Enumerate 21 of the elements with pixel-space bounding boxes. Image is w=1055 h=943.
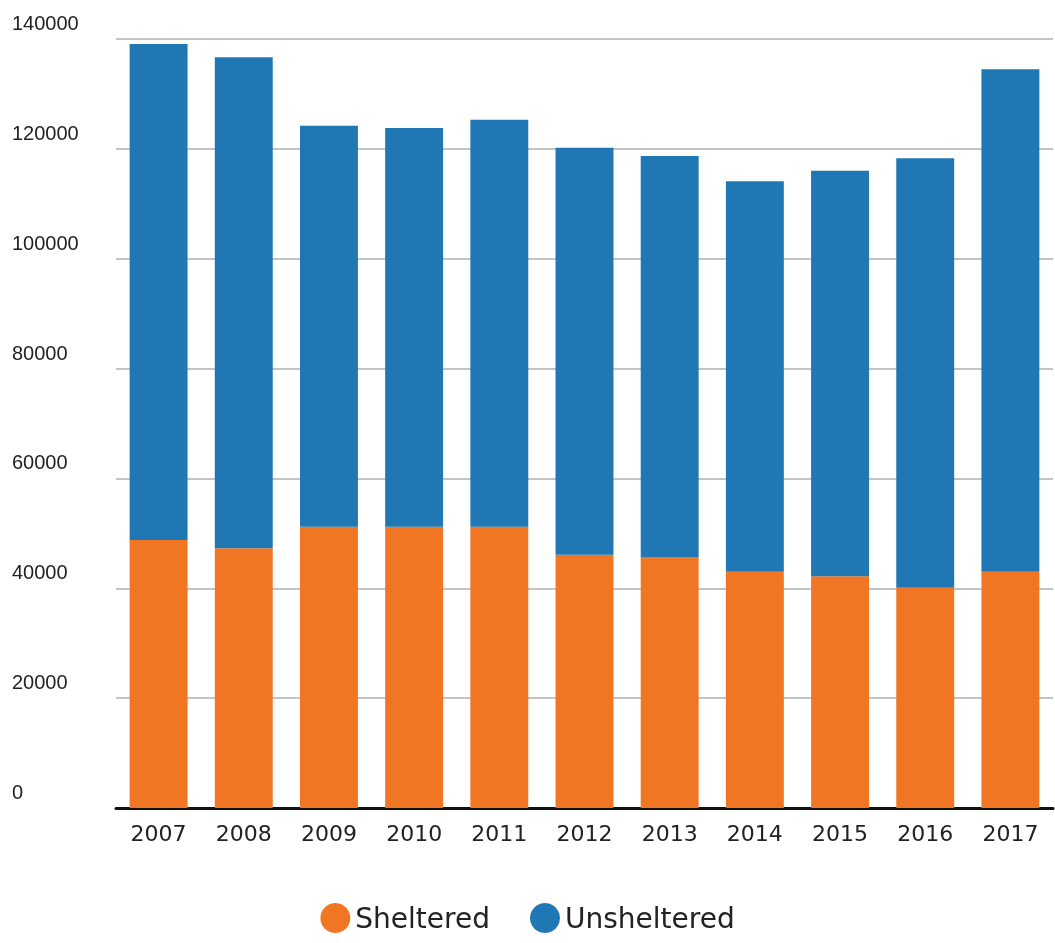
y-tick-label: 40000 [12,561,68,584]
legend-label: Sheltered [355,901,490,935]
x-tick-label: 2010 [386,820,443,846]
y-tick-label: 120000 [12,121,79,144]
y-tick-label: 140000 [12,12,79,34]
legend-label: Unsheltered [564,901,735,935]
y-tick-label: 80000 [12,341,68,364]
x-tick-label: 2009 [300,820,357,846]
x-tick-label: 2017 [982,820,1039,846]
x-tick-label: 2011 [471,820,528,846]
x-tick-label: 2014 [726,820,783,846]
x-tick-label: 2016 [897,820,954,846]
y-tick-label: 100000 [12,231,79,254]
y-tick-label: 60000 [12,451,68,474]
x-tick-label: 2013 [641,820,698,846]
x-tick-label: 2008 [215,820,272,846]
y-tick-label: 0 [12,781,24,803]
x-tick-label: 2007 [130,820,187,846]
x-tick-label: 2015 [812,820,869,846]
x-tick-label: 2012 [556,820,613,846]
y-tick-label: 20000 [12,671,68,694]
